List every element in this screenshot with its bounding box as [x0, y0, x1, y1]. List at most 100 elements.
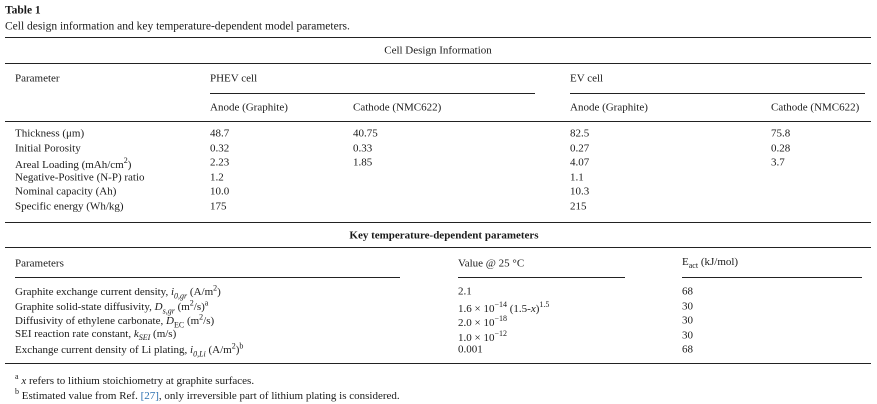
cell-value: 0.33 — [353, 142, 373, 155]
rule-line — [5, 363, 871, 364]
row-label: Areal Loading (mAh/cm2) — [15, 154, 131, 172]
cell-value: 30 — [682, 314, 693, 327]
text-segment: a — [204, 298, 209, 308]
rule-line — [15, 277, 400, 278]
text-segment: (m — [184, 315, 200, 328]
table-label: Table 1 — [5, 4, 41, 17]
cell-value: 48.7 — [210, 127, 230, 140]
text-segment: SEI reaction rate constant, — [15, 327, 134, 340]
text-segment: 1.5 — [539, 299, 550, 309]
text-segment: Exchange current density of Li plating, — [15, 344, 191, 357]
text-segment: (A/m — [187, 286, 214, 299]
text-segment: 2 — [213, 283, 218, 293]
rule-line — [5, 63, 871, 64]
text-segment: E — [682, 255, 689, 268]
text-segment: 1.6 × 10 — [458, 302, 495, 315]
text-segment: (m — [174, 300, 190, 313]
cell-value: 175 — [210, 200, 227, 213]
cell-value: 4.07 — [570, 156, 590, 169]
cell-value: 2.0 × 10−18 — [458, 312, 507, 330]
text-segment: 1.0 × 10 — [458, 331, 495, 344]
cell-value: 40.75 — [353, 127, 378, 140]
text-segment: −18 — [494, 314, 507, 324]
rule-line — [5, 37, 871, 38]
text-segment: 0,gr — [174, 291, 188, 301]
text-segment: k — [133, 327, 139, 340]
text-segment: 2 — [123, 156, 128, 166]
cell-value: 68 — [682, 285, 693, 298]
cell-value: 30 — [682, 300, 693, 313]
text-segment: D — [166, 315, 174, 328]
cell-value: 2.23 — [210, 156, 230, 169]
text-segment: i — [190, 344, 194, 357]
text-segment: ) — [127, 159, 132, 172]
text-segment: −14 — [494, 299, 507, 309]
text-segment: 2 — [189, 298, 194, 308]
text-segment: b — [15, 387, 19, 397]
column-header: Anode (Graphite) — [210, 101, 288, 114]
group-header: PHEV cell — [210, 72, 258, 85]
text-segment: Graphite solid-state diffusivity, — [15, 300, 155, 313]
text-segment: Areal Loading (mAh/cm — [15, 159, 124, 172]
footnote: b Estimated value from Ref. [27], only i… — [15, 385, 400, 403]
cell-value: 0.27 — [570, 142, 590, 155]
row-label: Graphite solid-state diffusivity, Ds,gr … — [15, 296, 208, 317]
text-segment: D — [154, 300, 163, 313]
text-segment: /s) — [203, 315, 215, 328]
text-segment: a — [15, 372, 19, 382]
column-header: Cathode (NMC622) — [353, 101, 442, 114]
text-segment: ) — [217, 286, 221, 299]
cell-value: 3.7 — [771, 156, 785, 169]
cell-value: 10.3 — [570, 185, 590, 198]
text-segment: /s) — [193, 300, 205, 313]
cell-value: 215 — [570, 200, 587, 213]
column-header: Anode (Graphite) — [570, 101, 648, 114]
cell-value: 2.1 — [458, 285, 472, 298]
text-segment: Estimated value from Ref. — [19, 389, 141, 402]
row-label: Diffusivity of ethylene carbonate, DEC (… — [15, 311, 214, 332]
column-header: Parameters — [15, 257, 64, 270]
section-heading: Key temperature-dependent parameters — [349, 229, 539, 242]
rule-line — [458, 277, 625, 278]
text-segment: ) — [235, 344, 240, 357]
cell-value: 82.5 — [570, 127, 590, 140]
text-segment: Diffusivity of ethylene carbonate, — [15, 315, 166, 328]
rule-line — [5, 121, 871, 122]
row-label: Graphite exchange current density, i0,gr… — [15, 282, 221, 303]
cell-value: 68 — [682, 343, 693, 356]
text-segment: Graphite exchange current density, — [15, 286, 171, 299]
cell-value: 0.001 — [458, 343, 483, 356]
table-caption: Cell design information and key temperat… — [5, 20, 350, 33]
text-segment: 2 — [199, 312, 204, 322]
text-segment: 0,Li — [193, 349, 206, 359]
text-segment: s,gr — [162, 306, 175, 316]
cell-value: 0.28 — [771, 142, 791, 155]
cell-value: 30 — [682, 329, 693, 342]
section-heading: Cell Design Information — [384, 44, 492, 57]
cell-value: 1.2 — [210, 171, 224, 184]
row-label: SEI reaction rate constant, kSEI (m/s) — [15, 328, 176, 344]
column-header: Eact (kJ/mol) — [682, 256, 738, 272]
text-segment: (kJ/mol) — [698, 255, 739, 268]
text-segment: , only irreversible part of lithium plat… — [158, 389, 400, 402]
cell-value: 0.32 — [210, 142, 230, 155]
cell-value: 1.6 × 10−14 (1.5-x)1.5 — [458, 298, 549, 316]
row-label: Exchange current density of Li plating, … — [15, 340, 243, 361]
rule-line — [682, 277, 862, 278]
row-label: Specific energy (Wh/kg) — [15, 200, 124, 213]
text-segment: ) — [535, 302, 540, 315]
cell-value: 1.85 — [353, 156, 373, 169]
row-label: Thickness (μm) — [15, 127, 85, 140]
text-segment: 2.0 × 10 — [458, 317, 495, 330]
text-segment: x — [530, 302, 536, 315]
text-segment: act — [688, 261, 699, 271]
column-header: Parameter — [15, 72, 60, 85]
footnote: a x refers to lithium stoichiometry at g… — [15, 370, 254, 388]
text-segment: (1.5- — [506, 302, 531, 315]
text-segment: x — [21, 374, 27, 387]
row-label: Nominal capacity (Ah) — [15, 185, 117, 198]
column-header: Value @ 25 °C — [458, 257, 525, 270]
column-header: Cathode (NMC622) — [771, 101, 860, 114]
rule-line — [210, 93, 535, 94]
